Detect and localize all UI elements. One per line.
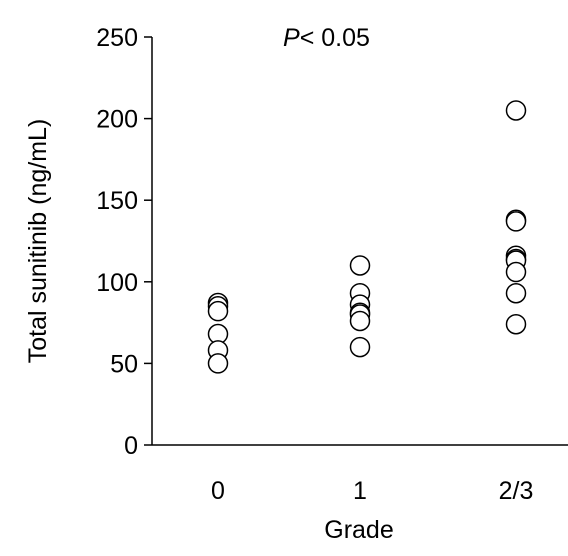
p-rest: < 0.05 [300,24,370,52]
data-points [207,100,527,374]
y-tick-label: 250 [96,24,138,52]
x-tick-label: 0 [211,477,225,505]
p-italic: P [283,24,300,52]
data-point [349,310,371,332]
x-tick-label: 1 [353,477,367,505]
y-axis-title: Total sunitinib (ng/mL) [24,119,52,364]
p-value-annotation: P< 0.05 [283,24,370,52]
data-point [349,336,371,358]
data-point [505,261,527,283]
x-ticks: 0 1 2/3 [211,477,533,505]
x-axis-title: Grade [324,516,393,544]
data-point [505,313,527,335]
data-point [505,100,527,121]
y-tick-label: 50 [110,350,138,378]
y-ticks: 0 50 100 150 200 250 [96,24,152,460]
x-tick-label: 2/3 [499,477,534,505]
data-point [505,282,527,304]
y-tick-label: 0 [124,432,138,460]
y-tick-label: 150 [96,187,138,215]
data-point [349,255,371,276]
data-point [207,300,229,322]
y-tick-label: 100 [96,269,138,297]
data-point [505,211,527,232]
y-tick-label: 200 [96,106,138,134]
data-point [207,353,229,374]
